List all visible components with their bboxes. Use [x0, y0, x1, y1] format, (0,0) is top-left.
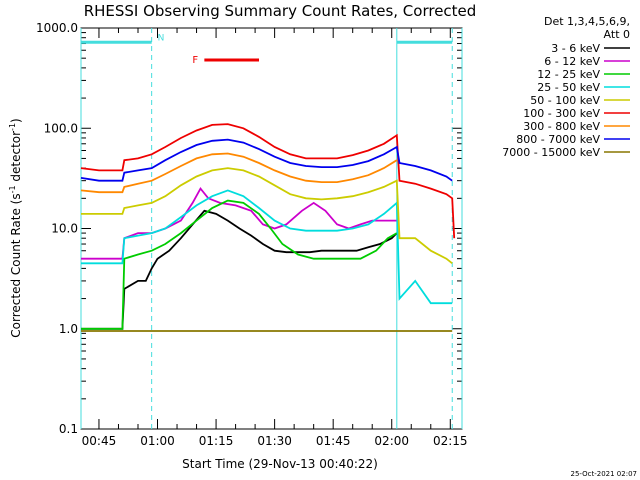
x-tick-label: 00:45: [82, 434, 117, 448]
annotation-overlays: NF: [80, 28, 463, 429]
legend-header-1: Det 1,3,4,5,6,9,: [544, 15, 630, 28]
y-tick-label: 10.0: [51, 222, 78, 236]
chart-title: RHESSI Observing Summary Count Rates, Co…: [84, 2, 477, 20]
x-tick-label: 01:15: [199, 434, 234, 448]
x-axis-ticks: 00:45 01:00 01:15 01:30 01:45 02:00 02:15: [82, 28, 468, 448]
x-tick-label: 01:45: [316, 434, 351, 448]
y-axis-label-sup2: -1: [8, 123, 17, 131]
y-tick-label: 1.0: [59, 322, 78, 336]
y-axis-label-sup1: -1: [8, 185, 17, 193]
series-line: [80, 123, 456, 239]
series-line: [80, 152, 398, 194]
series-line: [81, 167, 453, 265]
series-layer: [80, 123, 456, 332]
legend-entry-label: 300 - 800 keV: [523, 120, 600, 133]
series-line: [80, 138, 453, 182]
legend-header-2: Att 0: [604, 28, 630, 41]
legend-entry-label: 25 - 50 keV: [537, 81, 600, 94]
y-axis-label: Corrected Count Rate (s-1 detector-1): [8, 118, 23, 337]
series-line: [81, 209, 398, 330]
y-axis-label-end: ): [9, 118, 23, 123]
legend-entry-label: 12 - 25 keV: [537, 68, 600, 81]
legend-entry-label: 3 - 6 keV: [551, 42, 600, 55]
y-axis-label-main: Corrected Count Rate (s: [9, 193, 23, 337]
x-axis-label: Start Time (29-Nov-13 00:40:22): [182, 457, 378, 471]
night-label: N: [158, 34, 165, 44]
x-tick-label: 02:00: [374, 434, 409, 448]
x-tick-label: 01:00: [140, 434, 175, 448]
y-axis-ticks: 0.1 1.0 10.0 100.0 1000.0: [36, 21, 462, 436]
x-tick-label: 01:30: [257, 434, 292, 448]
series-line: [81, 199, 398, 330]
y-tick-label: 1000.0: [36, 21, 78, 35]
legend-entry-label: 7000 - 15000 keV: [502, 146, 600, 159]
legend-entry-label: 6 - 12 keV: [544, 55, 600, 68]
legend-entry-label: 50 - 100 keV: [530, 94, 600, 107]
flare-label: F: [192, 55, 198, 66]
series-line: [81, 189, 453, 305]
x-tick-label: 02:15: [433, 434, 468, 448]
y-tick-label: 0.1: [59, 422, 78, 436]
timestamp: 25-Oct-2021 02:07: [571, 470, 637, 478]
y-tick-label: 100.0: [44, 121, 78, 135]
legend-entry-label: 100 - 300 keV: [523, 107, 600, 120]
y-axis-label-mid: detector: [9, 131, 23, 186]
legend-entry-label: 800 - 7000 keV: [516, 133, 600, 146]
